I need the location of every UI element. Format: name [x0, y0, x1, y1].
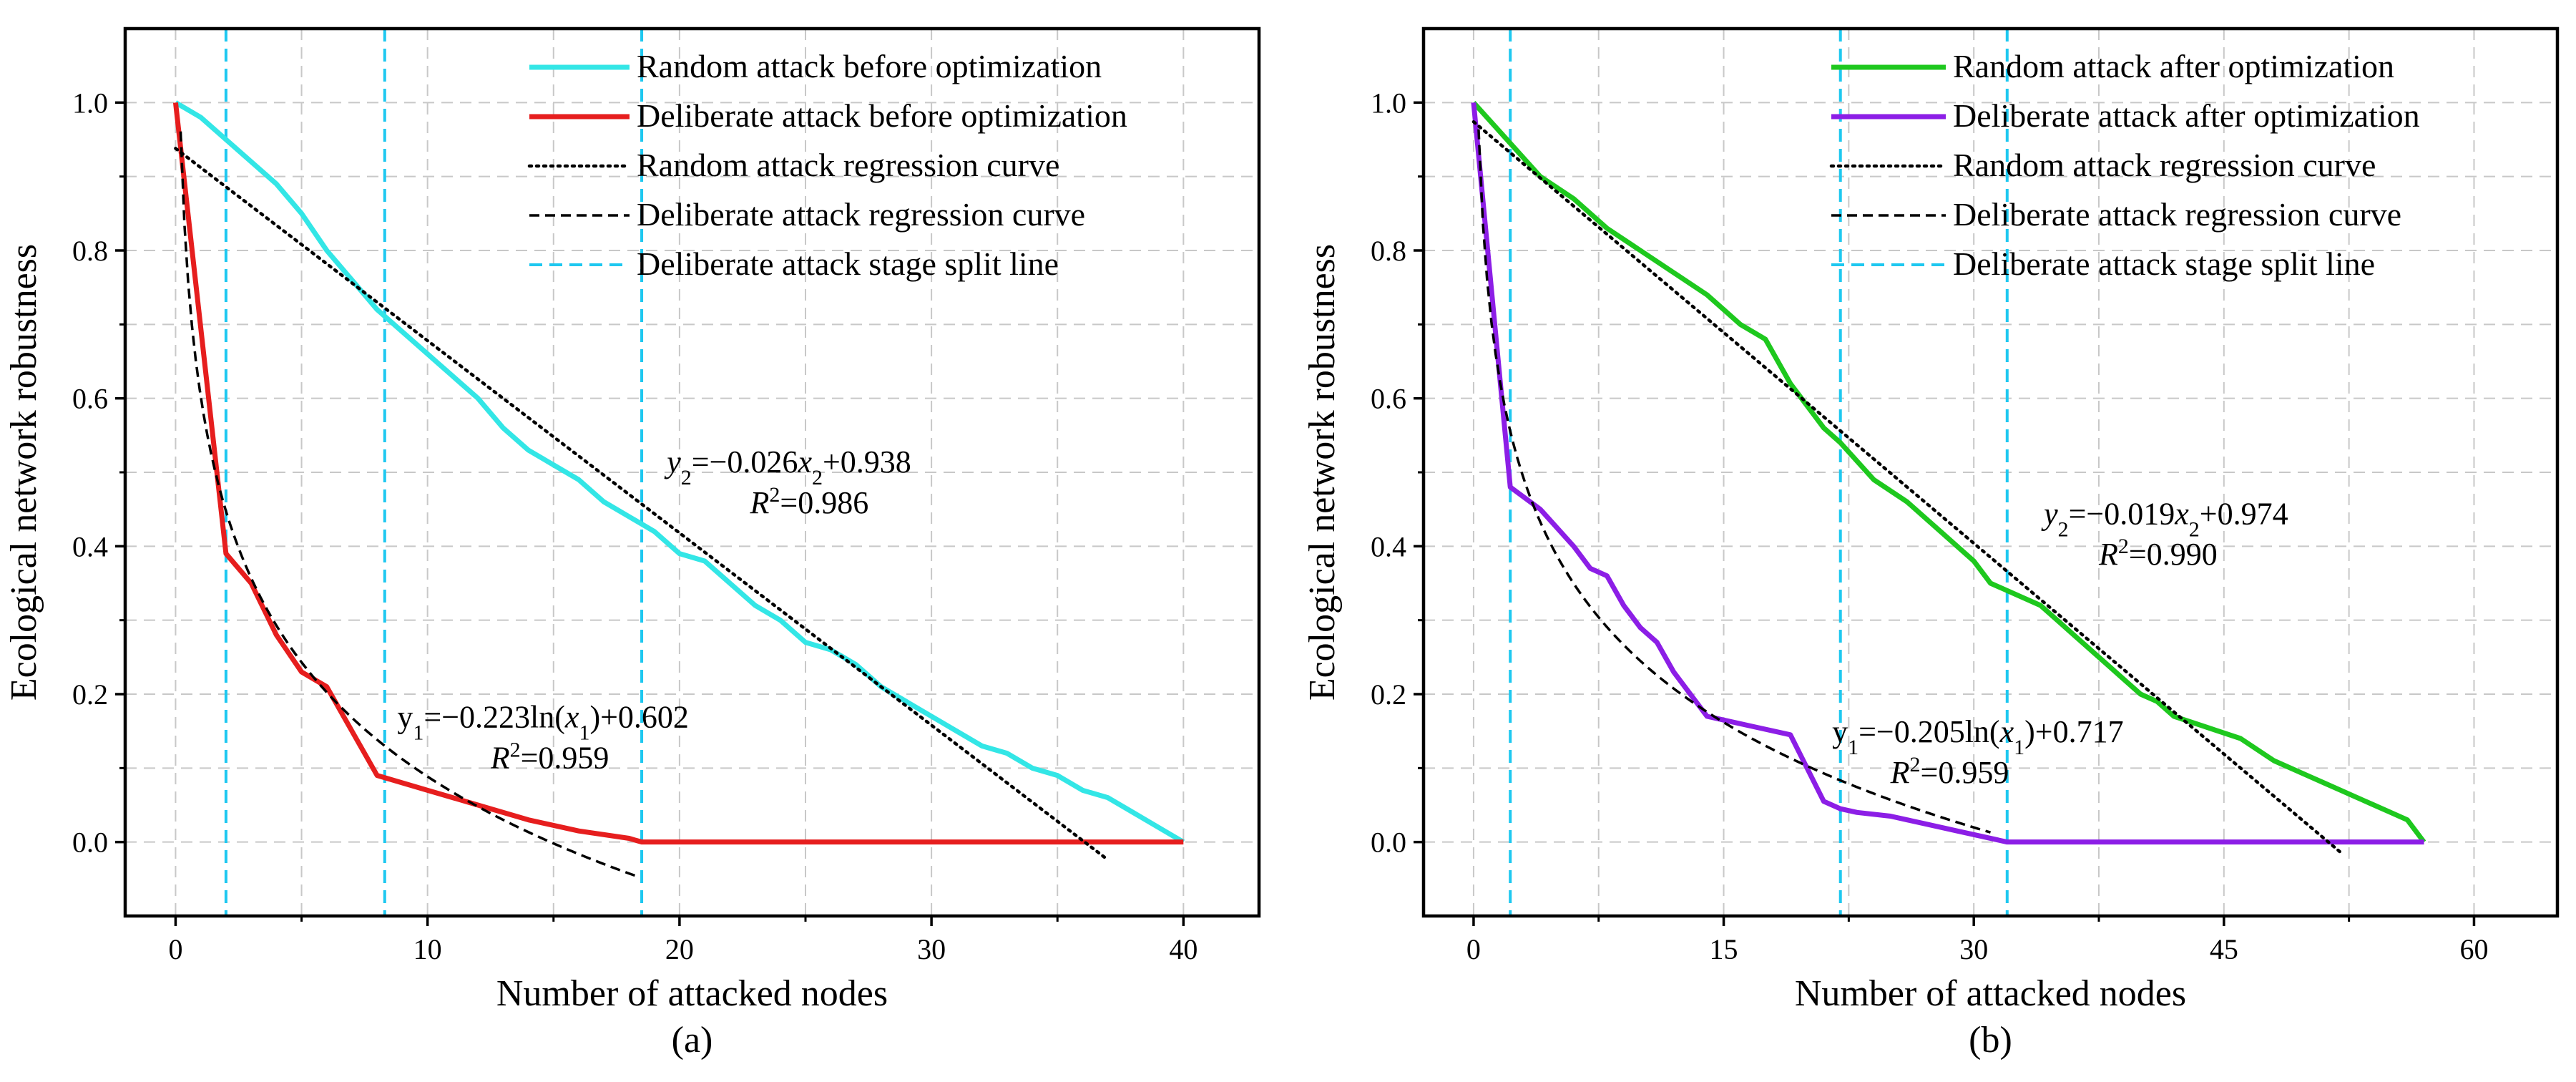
y-tick-label: 0.6 — [1371, 383, 1406, 415]
ticks: 0 15 30 45 60 0.0 0.2 0.4 0.6 0.8 1.0 — [1371, 87, 2488, 965]
y-tick-label: 0.2 — [72, 678, 108, 711]
legend-label: Deliberate attack stage split line — [637, 245, 1059, 282]
panel-label: (a) — [672, 1020, 713, 1061]
y-tick-label: 0.8 — [1371, 235, 1406, 267]
y-tick-label: 0.0 — [72, 827, 108, 859]
y-tick-label: 0.4 — [1371, 530, 1406, 562]
x-tick-label: 30 — [1959, 933, 1988, 965]
y-tick-label: 0.2 — [1371, 678, 1406, 711]
legend-label: Deliberate attack regression curve — [1953, 196, 2401, 233]
regression-equation: y1=−0.223ln(x1)+0.602 — [397, 700, 689, 745]
regression-equation: R2=0.959 — [490, 738, 609, 776]
regression-equation: y1=−0.205ln(x1)+0.717 — [1832, 714, 2124, 759]
legend-label: Random attack regression curve — [1953, 147, 2376, 183]
series-line — [1471, 102, 2424, 845]
chart-panel-b: 0 15 30 45 60 0.0 0.2 0.4 0.6 0.8 1.0 Number of att… — [1302, 26, 2560, 1061]
regression-curve — [179, 131, 637, 878]
x-tick-label: 40 — [1169, 933, 1198, 965]
series-line — [1471, 100, 2426, 844]
regression-equation: R2=0.986 — [750, 482, 869, 520]
y-tick-label: 1.0 — [72, 87, 108, 119]
regression-equation: R2=0.990 — [2098, 535, 2218, 572]
series-line — [174, 100, 1185, 844]
legend: Random attack before optimization Deliber… — [527, 48, 1127, 282]
x-axis-label: Number of attacked nodes — [496, 973, 888, 1014]
regression-line — [174, 147, 1110, 862]
x-tick-label: 15 — [1710, 933, 1738, 965]
chart-panel-a: 0 10 20 30 40 0.0 0.2 0.4 0.6 0.8 1.0 Number of att… — [4, 26, 1261, 1061]
legend-label: Random attack after optimization — [1953, 48, 2394, 84]
legend-label: Deliberate attack before optimization — [637, 97, 1127, 134]
x-tick-label: 30 — [917, 933, 946, 965]
x-tick-label: 45 — [2210, 933, 2238, 965]
regression-equation: R2=0.959 — [1890, 753, 2009, 791]
x-tick-label: 0 — [1466, 933, 1481, 965]
panel-label: (b) — [1969, 1020, 2012, 1061]
x-tick-label: 60 — [2459, 933, 2488, 965]
regression-equation: y2=−0.019x2+0.974 — [2041, 496, 2288, 541]
stage-split-lines — [224, 29, 644, 916]
x-axis-label: Number of attacked nodes — [1795, 973, 2186, 1014]
legend-label: Deliberate attack after optimization — [1953, 97, 2420, 134]
legend-label: Deliberate attack regression curve — [637, 196, 1085, 233]
y-tick-label: 1.0 — [1371, 87, 1406, 119]
legend-label: Random attack regression curve — [637, 147, 1059, 183]
series-line — [172, 102, 1184, 845]
y-axis-label: Ecological network robustness — [4, 244, 44, 701]
regression-line — [1471, 120, 2343, 854]
legend-label: Random attack before optimization — [637, 48, 1102, 84]
y-tick-label: 0.8 — [72, 235, 108, 267]
y-tick-label: 0.4 — [72, 530, 108, 562]
x-tick-label: 10 — [413, 933, 442, 965]
y-tick-label: 0.0 — [1371, 827, 1406, 859]
grid — [1424, 29, 2557, 916]
regression-equation: y2=−0.026x2+0.938 — [664, 444, 911, 489]
grid — [125, 29, 1259, 916]
ticks: 0 10 20 30 40 0.0 0.2 0.4 0.6 0.8 1.0 — [72, 87, 1198, 965]
legend: Random attack after optimization Delibera… — [1829, 48, 2420, 282]
x-tick-label: 20 — [665, 933, 694, 965]
y-axis-label: Ecological network robustness — [1302, 244, 1343, 701]
legend-label: Deliberate attack stage split line — [1953, 245, 2375, 282]
y-tick-label: 0.6 — [72, 383, 108, 415]
x-tick-label: 0 — [168, 933, 182, 965]
regression-curve — [1477, 129, 1991, 834]
